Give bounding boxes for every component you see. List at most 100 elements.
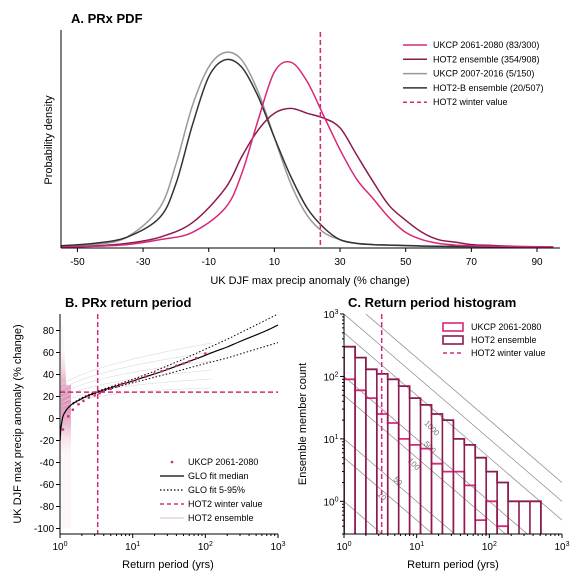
ukcp-point [187,360,191,363]
hot2-ensemble-band [61,361,66,364]
hot2-ensemble-band [61,521,71,524]
hot2-ensemble-band [61,332,64,334]
hot2-ensemble-band [61,375,66,377]
x-tick-label: 102 [482,541,497,553]
y-tick-label: -40 [40,458,55,469]
hot2-ensemble-band [61,459,71,461]
hot2-ensemble-band [61,490,71,493]
hot2-ensemble-band [61,366,66,369]
legend-label: HOT2 winter value [188,499,263,509]
y-tick-label-exp: 2 [335,371,339,378]
hot2-ensemble-band [61,368,66,371]
x-tick-label: 100 [52,541,67,553]
hot2-ensemble-band [61,384,71,387]
ukcp-point [87,396,91,399]
legend-label: UKCP 2007-2016 (5/150) [433,69,534,79]
y-tick-label: -20 [40,436,55,447]
y-tick-label: 20 [43,392,55,403]
legend-swatch [442,335,464,345]
y-tick-label: -60 [40,480,55,491]
hot2-ensemble-band [61,437,71,440]
ukcp-point [160,369,163,373]
hot2-ensemble-line [59,369,213,399]
x-tick-label-exp: 1 [136,541,140,548]
x-tick-label: 90 [531,257,543,268]
hot2-ensemble-band [61,483,71,486]
legend-label: GLO fit median [188,471,249,481]
legend-label: UKCP 2061-2080 (83/300) [433,40,539,50]
legend-label: GLO fit 5-95% [188,485,245,495]
hot2-ensemble-band [61,485,71,488]
hot2-ensemble-band [61,449,71,451]
glo-fit-lower [72,342,279,405]
hot2-ensemble-band [61,340,64,343]
hot2-ensemble-band [61,457,71,460]
x-tick-label-base: 10 [409,542,421,553]
panel-b-y-label: UK DJF max precip anomaly (% change) [12,324,24,523]
hot2-ensemble-band [61,376,66,379]
hot2-ensemble-line [59,378,213,404]
ukcp-point [115,385,118,388]
hot2-ensemble-band [61,493,71,496]
ukcp-point [120,383,123,386]
panel-b-plot-area [59,313,279,534]
hot2-ensemble-band [61,462,71,465]
y-tick-label-base: 10 [323,310,335,321]
hot2-ensemble-band [61,475,71,478]
panel-b-title: B. PRx return period [65,295,191,310]
x-tick-label: 102 [198,541,213,553]
hot2-ensemble-band [61,434,71,437]
hot2-ensemble-band [61,342,65,344]
panel-b-legend: UKCP 2061-2080 GLO fit median GLO fit 5-95… [160,457,263,523]
x-tick-label-base: 10 [554,542,566,553]
x-tick-label-exp: 0 [348,541,352,548]
hot2-ensemble-band [61,413,71,415]
hot2-ensemble-band [61,389,71,392]
ukcp-point [109,387,113,391]
hot2-ensemble-band [61,414,71,417]
hot2-ensemble-band [61,436,71,438]
pdf-line-1 [60,107,554,248]
hot2-ensemble-band [61,325,64,328]
y-tick-label-exp: 0 [335,496,339,503]
y-tick-label: 40 [43,370,55,381]
x-tick-label: -10 [202,257,217,268]
legend-label: HOT2-B ensemble (20/507) [433,83,544,93]
hot2-ensemble-band [61,396,71,399]
hot2-ensemble-band [61,381,67,384]
ukcp-point [66,415,70,418]
iso-line [344,457,434,534]
x-tick-label-exp: 0 [64,541,68,548]
hot2-ensemble-line [59,342,213,386]
hot2-ensemble-band [61,439,71,442]
ukcp-point [153,372,156,375]
hot2-ensemble-band [61,378,66,380]
iso-line [344,501,383,534]
legend-label: UKCP 2061-2080 [188,457,258,467]
iso-line [365,314,562,483]
legend-label: UKCP 2061-2080 [471,322,541,332]
ukcp-point [204,352,207,355]
legend-label: HOT2 ensemble (354/908) [433,54,540,64]
panel-a-x-label: UK DJF max precip anomaly (% change) [210,275,409,287]
hot2-ensemble-band [61,335,64,338]
hot2-ensemble-band [61,388,71,390]
y-tick-label: -100 [34,524,54,535]
hot2-ensemble-band [61,516,71,519]
hot2-ensemble-band [61,441,71,443]
hot2-ensemble-band [61,360,66,362]
hot2-ensemble-band [61,450,71,453]
hot2-ensemble-band [61,442,71,445]
glo-fit-upper [72,313,279,404]
pdf-line-3 [60,58,538,248]
hot2-ensemble-band [61,480,71,483]
panel-b-x-label: Return period (yrs) [122,559,214,571]
hot2-ensemble-band [61,403,71,405]
hot2-ensemble-band [61,391,71,394]
hot2-ensemble-band [61,358,65,361]
legend-label: HOT2 winter value [433,97,508,107]
hot2-ensemble-band [61,523,71,526]
hot2-ensemble-band [61,492,71,494]
